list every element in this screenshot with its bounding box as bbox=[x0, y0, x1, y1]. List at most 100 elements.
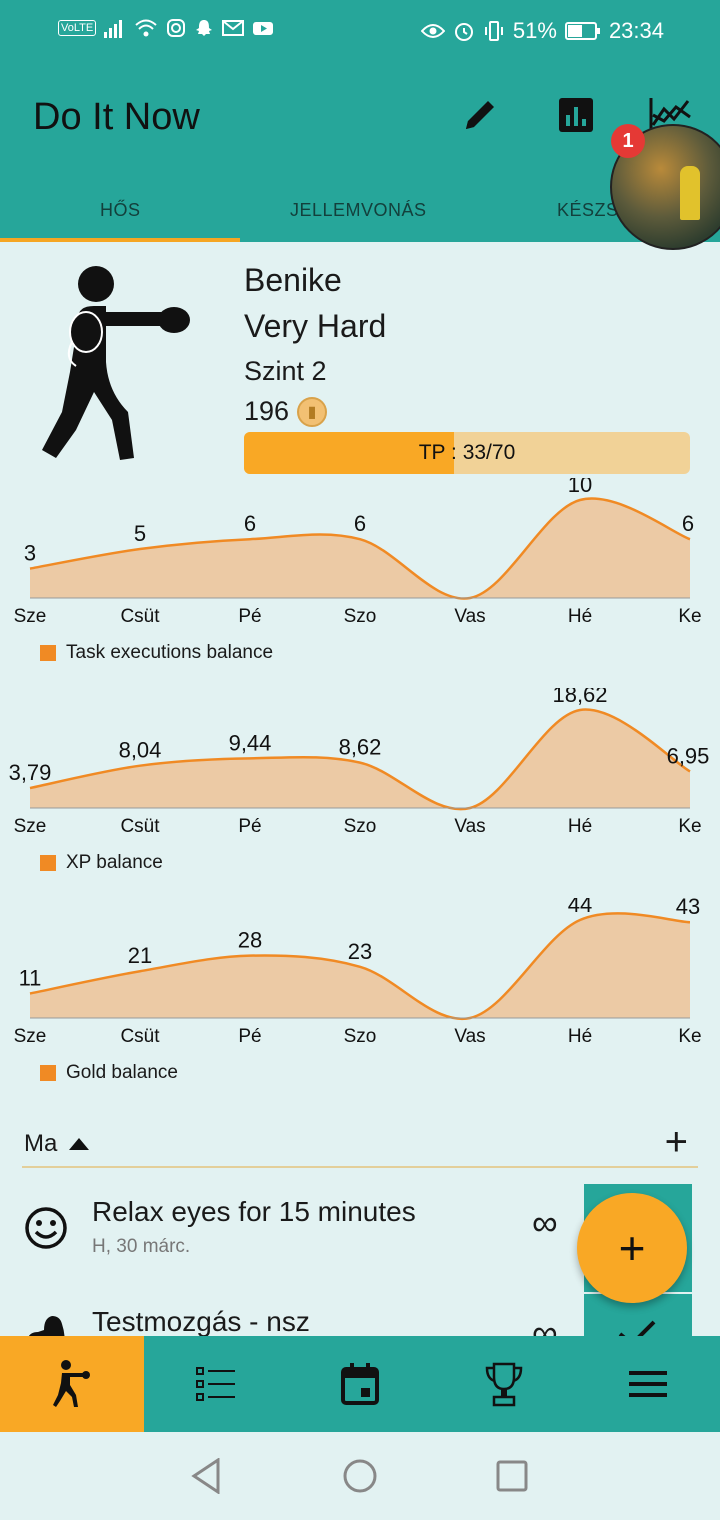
back-icon[interactable] bbox=[190, 1458, 222, 1494]
tab-skills[interactable]: KÉSZS bbox=[557, 200, 619, 220]
smiley-icon bbox=[25, 1207, 67, 1249]
hero-name: Benike bbox=[244, 262, 342, 298]
legend-swatch bbox=[40, 855, 56, 871]
coin-icon: ▮ bbox=[297, 396, 328, 427]
app-title: Do It Now bbox=[33, 96, 200, 138]
nav-tasks[interactable] bbox=[144, 1336, 288, 1432]
repeat-infinity-icon: ∞ bbox=[532, 1202, 558, 1243]
gold-balance-chart: 11 Sze 21 Csüt 28 Pé 23 Szo Vas 44 Hé 43 Ke bbox=[14, 898, 702, 1047]
chart-line bbox=[29, 497, 691, 600]
data-label: 23 bbox=[348, 939, 372, 964]
app-bar: Do It Now HŐS JELLEMVONÁS KÉSZS bbox=[0, 62, 720, 242]
chart-area bbox=[30, 498, 690, 599]
data-label: 3,79 bbox=[9, 760, 52, 785]
today-list-header: Ma + bbox=[22, 1118, 698, 1168]
nav-hero[interactable] bbox=[0, 1336, 144, 1432]
legend-swatch bbox=[40, 1065, 56, 1081]
chart-legend-gold: Gold balance bbox=[40, 1062, 178, 1084]
data-label: 6 bbox=[244, 511, 256, 536]
battery-icon bbox=[564, 22, 600, 40]
wifi-icon bbox=[135, 19, 157, 37]
trophy-icon bbox=[485, 1362, 523, 1407]
recents-icon[interactable] bbox=[496, 1460, 528, 1492]
x-tick-label: Szo bbox=[344, 1026, 377, 1047]
caret-up-icon bbox=[69, 1138, 90, 1150]
legend-swatch bbox=[40, 645, 56, 661]
x-tick-label: Sze bbox=[14, 1026, 47, 1047]
data-label: 11 bbox=[19, 966, 42, 991]
x-tick-label: Pé bbox=[238, 1026, 261, 1047]
nav-menu[interactable] bbox=[576, 1336, 720, 1432]
notification-badge: 1 bbox=[611, 124, 645, 158]
data-label: 43 bbox=[676, 898, 700, 919]
tp-progress-fill bbox=[244, 432, 455, 474]
x-tick-label: Vas bbox=[454, 606, 485, 627]
boxer-icon bbox=[42, 266, 190, 460]
system-navigation-bar bbox=[0, 1432, 720, 1520]
mail-icon bbox=[222, 20, 245, 36]
data-label: 8,04 bbox=[119, 738, 162, 763]
stats-button[interactable] bbox=[553, 92, 599, 138]
edit-button[interactable] bbox=[457, 92, 503, 138]
legend-label: Gold balance bbox=[66, 1062, 178, 1083]
hero-gold: 196 ▮ bbox=[244, 396, 328, 427]
x-tick-label: Hé bbox=[568, 606, 592, 627]
x-tick-label: Vas bbox=[454, 1026, 485, 1047]
calendar-icon bbox=[341, 1363, 379, 1405]
data-label: 9,44 bbox=[229, 730, 272, 755]
x-tick-label: Ke bbox=[678, 816, 701, 837]
menu-icon bbox=[629, 1371, 667, 1397]
task-title: Relax eyes for 15 minutes bbox=[92, 1196, 416, 1227]
home-icon[interactable] bbox=[342, 1458, 378, 1494]
chart-legend-xp: XP balance bbox=[40, 852, 163, 874]
snapchat-icon bbox=[196, 20, 213, 36]
x-tick-label: Hé bbox=[568, 1026, 592, 1047]
x-tick-label: Pé bbox=[238, 606, 261, 627]
task-title: Testmozgás - nsz bbox=[92, 1306, 310, 1337]
clock: 23:34 bbox=[608, 18, 664, 43]
xp-balance-chart: 3,79 Sze 8,04 Csüt 9,44 Pé 8,62 Szo Vas 18,62 Hé 6,… bbox=[9, 688, 710, 837]
tab-hero[interactable]: HŐS bbox=[100, 200, 141, 220]
vibrate-icon bbox=[484, 21, 503, 41]
data-label: 5 bbox=[134, 521, 146, 546]
chart-area bbox=[30, 913, 690, 1019]
data-label: 6,95 bbox=[667, 743, 710, 768]
bar-chart-icon bbox=[559, 98, 593, 132]
x-tick-label: Csüt bbox=[120, 816, 160, 837]
add-task-button[interactable]: + bbox=[664, 1120, 688, 1164]
battery-percent: 51% bbox=[512, 18, 557, 43]
instagram-icon bbox=[167, 19, 186, 37]
today-toggle[interactable]: Ma bbox=[24, 1130, 90, 1158]
alarm-icon bbox=[454, 23, 473, 41]
chart-area bbox=[30, 709, 690, 810]
data-label: 21 bbox=[128, 943, 152, 968]
hero-difficulty: Very Hard bbox=[244, 308, 387, 344]
youtube-icon bbox=[253, 22, 274, 35]
tab-indicator bbox=[0, 238, 240, 242]
nav-calendar[interactable] bbox=[288, 1336, 432, 1432]
x-tick-label: Csüt bbox=[120, 606, 160, 627]
data-label: 6 bbox=[354, 511, 366, 536]
pencil-icon bbox=[466, 101, 494, 129]
status-bar: VoLTE 51% 23:34 bbox=[0, 0, 720, 62]
volte-icon: VoLTE bbox=[58, 20, 97, 36]
tab-bar: HŐS JELLEMVONÁS KÉSZS bbox=[0, 174, 720, 242]
data-label: 10 bbox=[568, 478, 592, 497]
data-label: 44 bbox=[568, 898, 592, 917]
tab-traits[interactable]: JELLEMVONÁS bbox=[290, 200, 427, 220]
chart-line bbox=[29, 708, 691, 811]
data-label: 6 bbox=[682, 511, 694, 536]
x-tick-label: Ke bbox=[678, 606, 701, 627]
legend-label: Task executions balance bbox=[66, 642, 274, 663]
x-tick-label: Sze bbox=[14, 816, 47, 837]
tp-progress-bar: TP : 33/70 bbox=[244, 432, 690, 474]
nav-achievements[interactable] bbox=[432, 1336, 576, 1432]
today-label: Ma bbox=[24, 1130, 58, 1157]
x-tick-label: Sze bbox=[14, 606, 47, 627]
legend-label: XP balance bbox=[66, 852, 163, 873]
x-tick-label: Szo bbox=[344, 816, 377, 837]
data-label: 18,62 bbox=[552, 688, 607, 707]
task-date: H, 30 márc. bbox=[92, 1236, 191, 1257]
chart-line bbox=[29, 912, 691, 1021]
add-fab-button[interactable]: + bbox=[577, 1193, 687, 1303]
